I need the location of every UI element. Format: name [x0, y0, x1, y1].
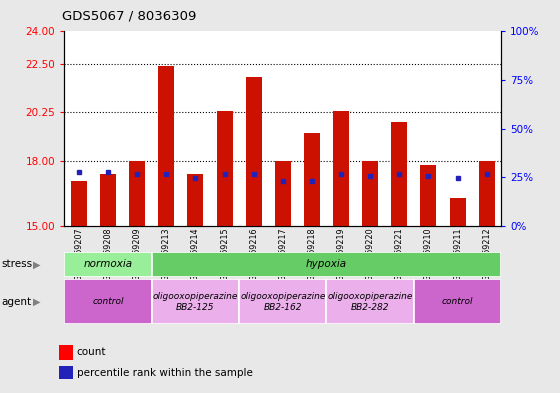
Text: hypoxia: hypoxia [306, 259, 347, 269]
Text: oligooxopiperazine
BB2-282: oligooxopiperazine BB2-282 [328, 292, 413, 312]
Bar [129, 161, 145, 226]
Bar [414, 279, 501, 324]
Bar [64, 279, 152, 324]
Bar [479, 161, 494, 226]
Bar [152, 252, 501, 277]
Text: count: count [77, 347, 106, 357]
Bar [333, 111, 349, 226]
Text: stress: stress [2, 259, 33, 269]
Text: GDS5067 / 8036309: GDS5067 / 8036309 [62, 10, 196, 23]
Bar [391, 122, 407, 226]
Bar [217, 111, 232, 226]
Text: ▶: ▶ [32, 297, 40, 307]
Text: control: control [92, 297, 124, 306]
Bar [326, 279, 414, 324]
Text: control: control [442, 297, 473, 306]
Bar [64, 252, 152, 277]
Text: agent: agent [2, 297, 32, 307]
Text: percentile rank within the sample: percentile rank within the sample [77, 368, 253, 378]
Bar [304, 133, 320, 226]
Text: normoxia: normoxia [83, 259, 133, 269]
Bar [100, 174, 116, 226]
Text: ▶: ▶ [32, 259, 40, 269]
Bar [362, 161, 378, 226]
Bar [239, 279, 326, 324]
Bar [246, 77, 262, 226]
Bar [275, 161, 291, 226]
Bar [421, 165, 436, 226]
Text: oligooxopiperazine
BB2-162: oligooxopiperazine BB2-162 [240, 292, 325, 312]
Bar [158, 66, 174, 226]
Bar [71, 180, 87, 226]
Text: oligooxopiperazine
BB2-125: oligooxopiperazine BB2-125 [153, 292, 238, 312]
Bar [152, 279, 239, 324]
Bar [450, 198, 465, 226]
Bar [188, 174, 203, 226]
